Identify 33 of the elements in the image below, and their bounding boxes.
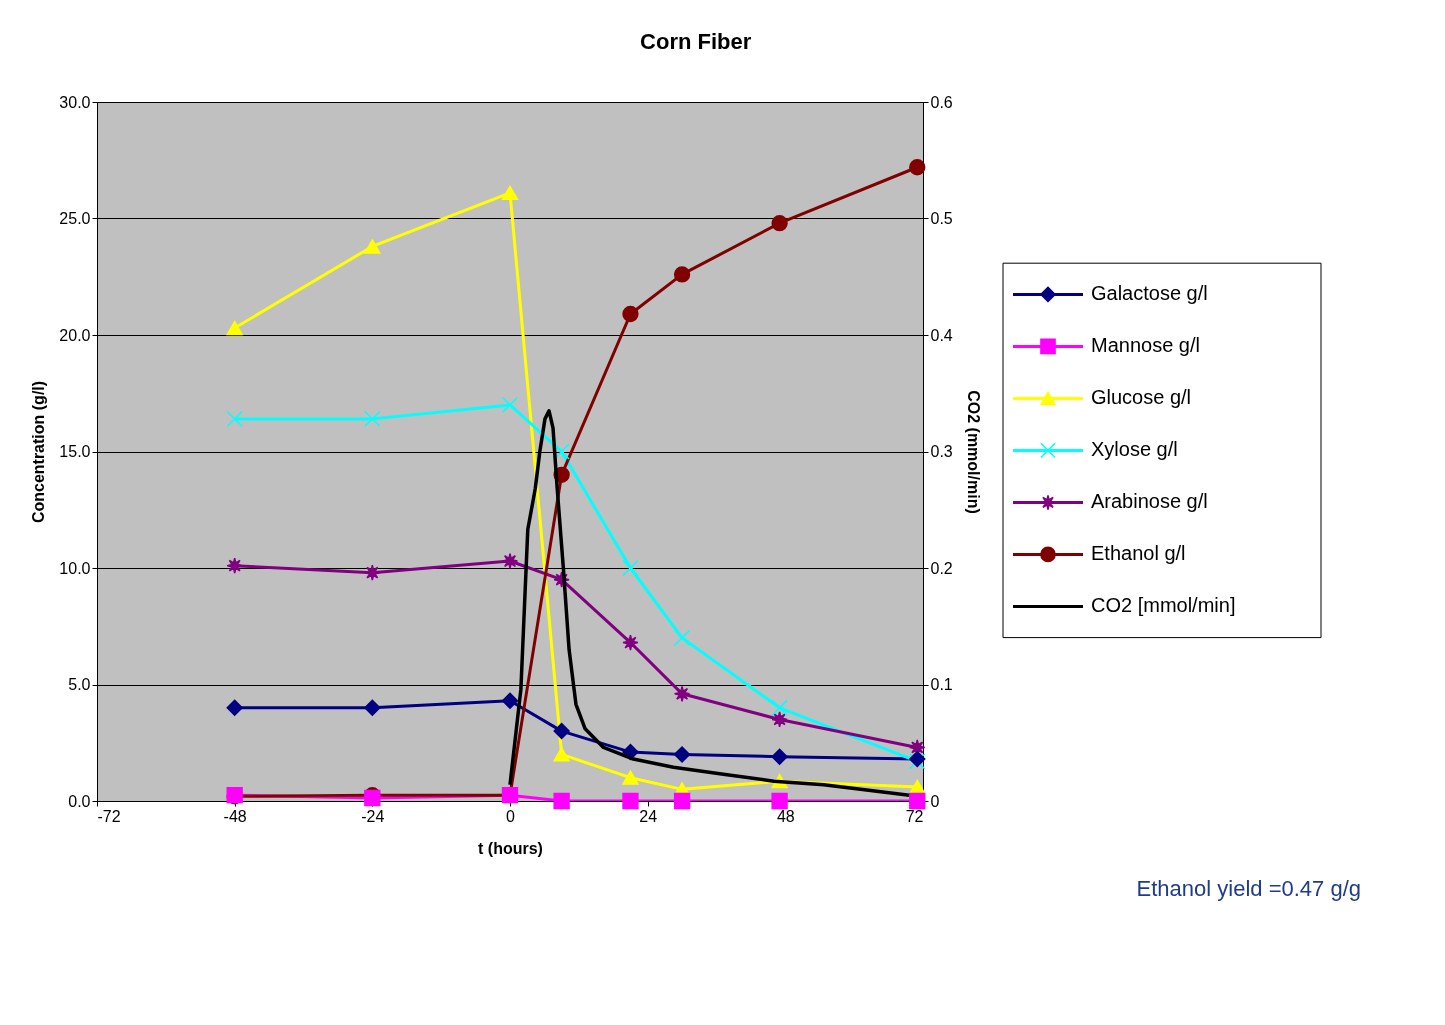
y-tick-label: 30.0 [59,93,91,111]
y-tick-label: 25.0 [59,210,91,227]
legend-label: Arabinose g/l [1091,490,1208,513]
y-axis-title: Concentration (g/l) [30,380,48,524]
y-tick-label: 0.0 [68,792,91,810]
x-tick-label: -72 [97,807,121,825]
y2-tick-label: 0.6 [930,93,953,111]
x-tick-label: -24 [361,807,385,825]
x-tick-label: 48 [776,807,795,825]
x-tick-label: -48 [223,807,247,825]
y-tick-label: 10.0 [59,559,91,577]
y-tick-label: 20.0 [59,326,91,344]
y2-tick-label: 0.1 [930,676,953,693]
y2-tick-label: 0.4 [930,326,953,344]
x-tick-label: 24 [639,807,658,825]
x-tick-label: 0 [506,807,516,825]
y2-tick-label: 0 [930,792,940,810]
legend-label: Mannose g/l [1091,334,1200,357]
y2-tick-label: 0.5 [930,210,953,227]
y2-axis-title: CO2 (mmol/min) [964,390,982,514]
x-axis-title: t (hours) [478,839,543,857]
y-tick-label: 5.0 [68,676,91,693]
legend-label: Galactose g/l [1091,282,1208,305]
legend-label: Xylose g/l [1091,438,1178,461]
x-tick-label: 72 [905,807,924,825]
legend-label: Glucose g/l [1091,386,1192,409]
y-tick-label: 15.0 [59,443,91,460]
legend-label: CO2 [mmol/min] [1091,594,1236,617]
y2-tick-label: 0.3 [930,443,953,460]
legend-label: Ethanol g/l [1091,542,1186,565]
chart-title: Corn Fiber [640,28,752,54]
text: Ethanol yield =0.47 g/g [1136,876,1361,901]
y2-tick-label: 0.2 [930,559,953,577]
